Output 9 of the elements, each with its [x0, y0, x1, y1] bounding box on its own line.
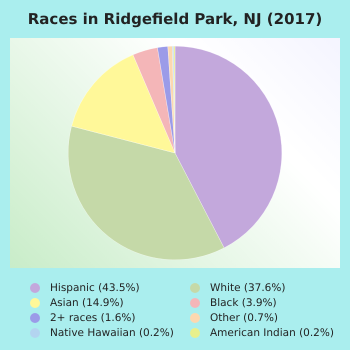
legend-label: Asian (14.9%)	[50, 297, 124, 309]
legend-label: White (37.6%)	[210, 282, 286, 294]
chart-title: Races in Ridgefield Park, NJ (2017)	[26, 9, 324, 30]
legend-label: American Indian (0.2%)	[210, 327, 334, 339]
legend-label: Black (3.9%)	[210, 297, 277, 309]
legend-label: Hispanic (43.5%)	[50, 282, 140, 294]
legend-label: Native Hawaiian (0.2%)	[50, 327, 174, 339]
legend-label: Other (0.7%)	[210, 312, 278, 324]
legend-label: 2+ races (1.6%)	[50, 312, 136, 324]
